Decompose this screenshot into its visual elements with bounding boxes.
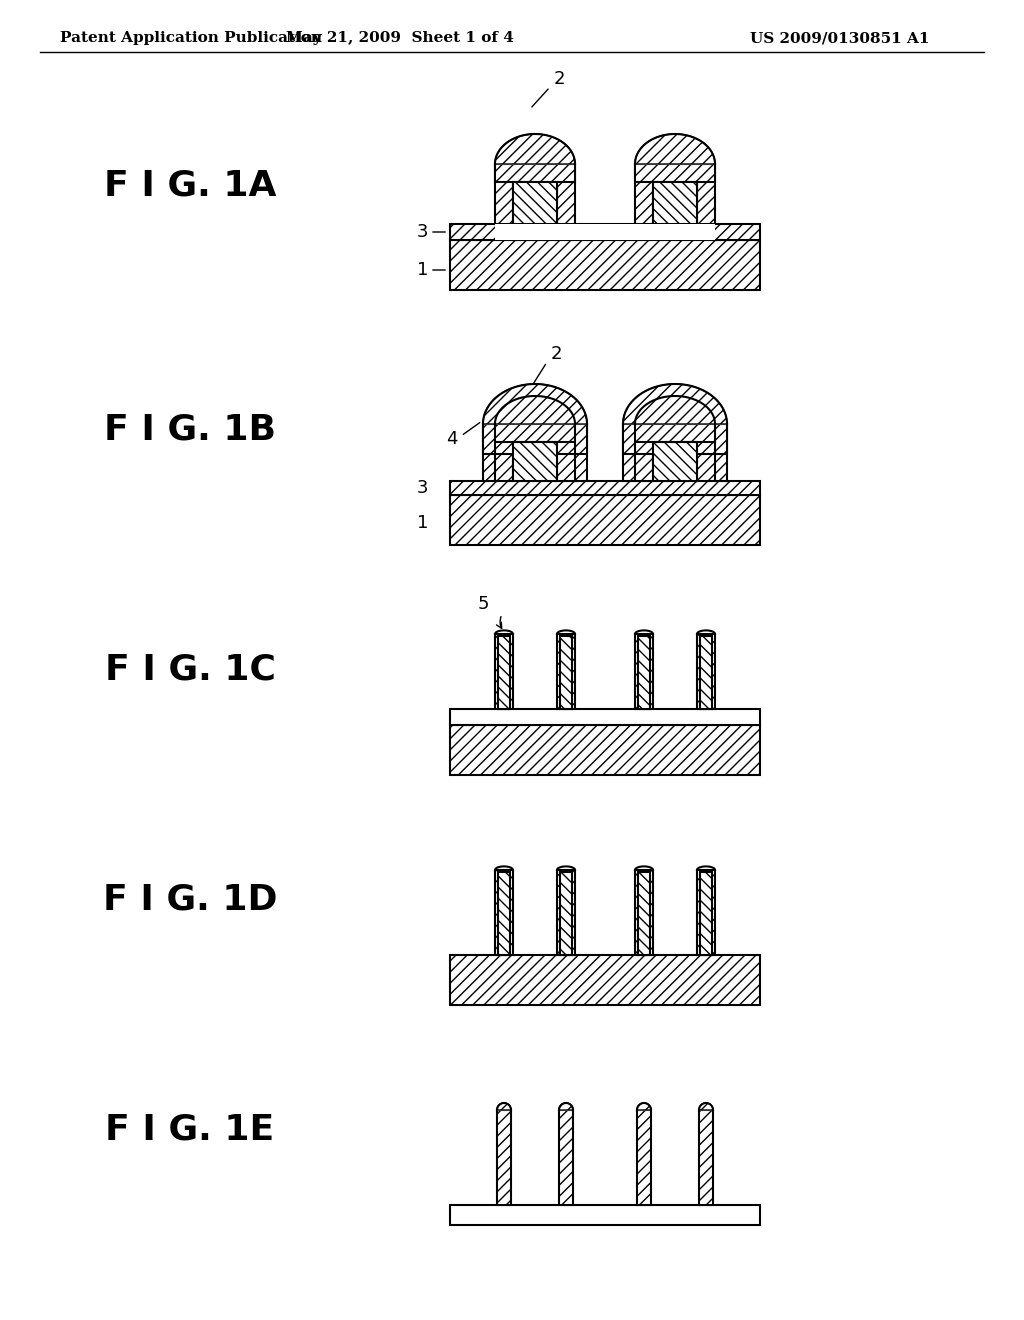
Bar (635, 634, 653, 709)
Text: 1: 1 (417, 513, 428, 532)
Bar (483, 424, 513, 480)
Bar (699, 1110, 713, 1205)
Bar (557, 424, 587, 480)
Text: May 21, 2009  Sheet 1 of 4: May 21, 2009 Sheet 1 of 4 (286, 30, 514, 45)
Text: 3: 3 (417, 479, 428, 498)
Text: F I G. 1D: F I G. 1D (102, 883, 278, 917)
Bar (495, 164, 575, 182)
Text: 2: 2 (554, 70, 565, 88)
Polygon shape (635, 135, 715, 164)
Text: 1: 1 (417, 261, 428, 279)
Text: US 2009/0130851 A1: US 2009/0130851 A1 (750, 30, 930, 45)
Bar (653, 442, 697, 480)
Polygon shape (637, 1104, 651, 1110)
Bar (450, 480, 760, 495)
Polygon shape (559, 1104, 573, 1110)
Polygon shape (483, 384, 587, 424)
Bar (560, 873, 572, 954)
Text: 5: 5 (477, 595, 489, 612)
Bar (450, 1205, 760, 1225)
Bar (653, 182, 697, 224)
Text: 4: 4 (446, 430, 458, 447)
Bar (557, 634, 575, 709)
Bar (450, 240, 760, 290)
Bar (623, 424, 653, 480)
Bar (450, 725, 760, 775)
Polygon shape (699, 1104, 713, 1110)
Text: 3: 3 (417, 223, 428, 242)
Bar (638, 873, 650, 954)
Bar (559, 1110, 573, 1205)
Bar (513, 182, 557, 224)
Bar (495, 634, 513, 709)
Bar (450, 954, 760, 1005)
Polygon shape (495, 135, 575, 164)
Bar (697, 164, 715, 224)
Bar (495, 164, 513, 224)
Polygon shape (497, 1104, 511, 1110)
Bar (635, 870, 653, 954)
Bar (498, 873, 510, 954)
Bar (638, 636, 650, 709)
Bar (700, 873, 712, 954)
Text: F I G. 1A: F I G. 1A (103, 168, 276, 202)
Bar (700, 636, 712, 709)
Bar (495, 224, 715, 240)
Bar (560, 636, 572, 709)
Bar (483, 424, 587, 454)
Bar (697, 870, 715, 954)
Bar (513, 442, 557, 480)
Bar (450, 224, 760, 240)
Bar (450, 495, 760, 545)
Text: F I G. 1E: F I G. 1E (105, 1113, 274, 1147)
Bar (495, 870, 513, 954)
Text: 2: 2 (551, 345, 562, 363)
Bar (497, 1110, 511, 1205)
Bar (697, 634, 715, 709)
Text: Patent Application Publication: Patent Application Publication (60, 30, 322, 45)
Bar (557, 164, 575, 224)
Bar (495, 224, 715, 240)
Bar (623, 424, 727, 454)
Bar (635, 164, 653, 224)
Bar (635, 164, 715, 182)
Text: F I G. 1C: F I G. 1C (104, 653, 275, 686)
Text: F I G. 1B: F I G. 1B (104, 413, 276, 447)
Bar (557, 870, 575, 954)
Bar (637, 1110, 651, 1205)
Bar (498, 636, 510, 709)
Bar (697, 424, 727, 480)
Bar (450, 709, 760, 725)
Polygon shape (623, 384, 727, 424)
